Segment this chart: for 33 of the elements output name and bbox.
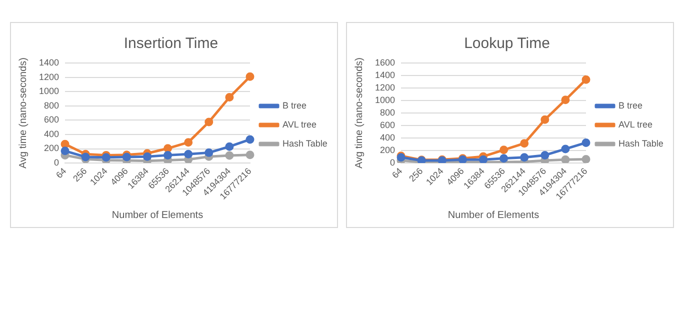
y-tick-label: 1200 [374,82,396,92]
y-tick-label: 800 [44,100,60,110]
chart-title: Insertion Time [124,35,218,52]
y-tick-label: 400 [380,132,396,143]
y-tick-label: 200 [380,145,396,156]
legend-label: AVL tree [282,119,317,130]
y-tick-label: 600 [380,120,396,130]
y-axis-title: Avg time (nano-seconds) [18,58,29,169]
x-axis-title: Number of Elements [112,210,204,221]
y-tick-label: 1400 [374,70,396,80]
y-tick-label: 1200 [38,72,60,82]
legend-label: B tree [282,100,307,110]
y-tick-label: 0 [54,158,60,168]
legend-label: Hash Table [282,138,328,148]
y-tick-label: 400 [44,128,60,139]
x-tick-label: 64 [54,166,68,180]
legend-label: Hash Table [618,138,664,148]
y-axis-title: Avg time (nano-seconds) [354,58,365,169]
legend-label: B tree [618,100,643,110]
y-tick-label: 1600 [374,57,396,68]
y-tick-label: 800 [380,108,396,118]
x-axis-title: Number of Elements [448,210,540,221]
y-tick-label: 1000 [38,86,60,96]
y-tick-label: 200 [44,143,60,154]
legend-label: AVL tree [618,119,653,130]
y-tick-label: 0 [390,158,396,168]
y-tick-label: 600 [44,114,60,125]
x-tick-label: 64 [390,166,404,180]
y-tick-label: 1000 [374,95,396,106]
x-tick-label: 256 [407,166,425,184]
chart-title: Lookup Time [464,35,550,52]
y-tick-label: 1400 [38,57,60,68]
x-tick-label: 256 [71,166,89,184]
